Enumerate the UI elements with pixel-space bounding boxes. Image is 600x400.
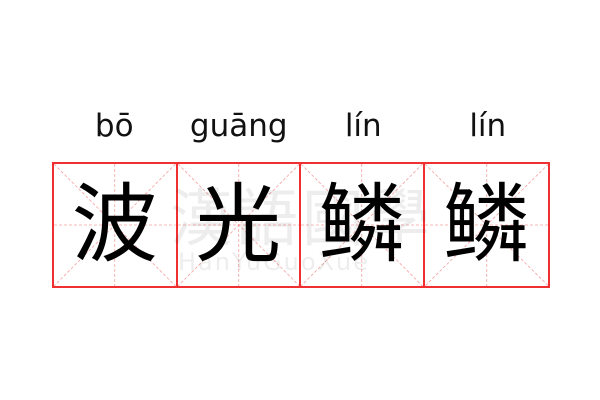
pinyin-2: guāng	[189, 108, 288, 144]
character-2: 光	[195, 175, 282, 275]
pinyin-4: lín	[469, 108, 507, 144]
character-cell: 光	[178, 164, 301, 286]
character-3: 鳞	[318, 175, 405, 275]
tianzige-guides	[301, 164, 423, 286]
character-cell: 波	[54, 164, 178, 286]
pinyin-row: bō guāng lín lín	[52, 106, 550, 146]
character-cell: 鳞	[301, 164, 425, 286]
character-1: 波	[71, 175, 158, 275]
tianzige-guides	[54, 164, 176, 286]
character-grid: 波 光 鳞 鳞	[52, 162, 550, 288]
tianzige-guides	[178, 164, 300, 286]
tianzige-guides	[425, 164, 549, 286]
character-cell: 鳞	[425, 164, 549, 286]
pinyin-1: bō	[94, 108, 134, 144]
pinyin-3: lín	[344, 108, 382, 144]
character-4: 鳞	[443, 175, 530, 275]
